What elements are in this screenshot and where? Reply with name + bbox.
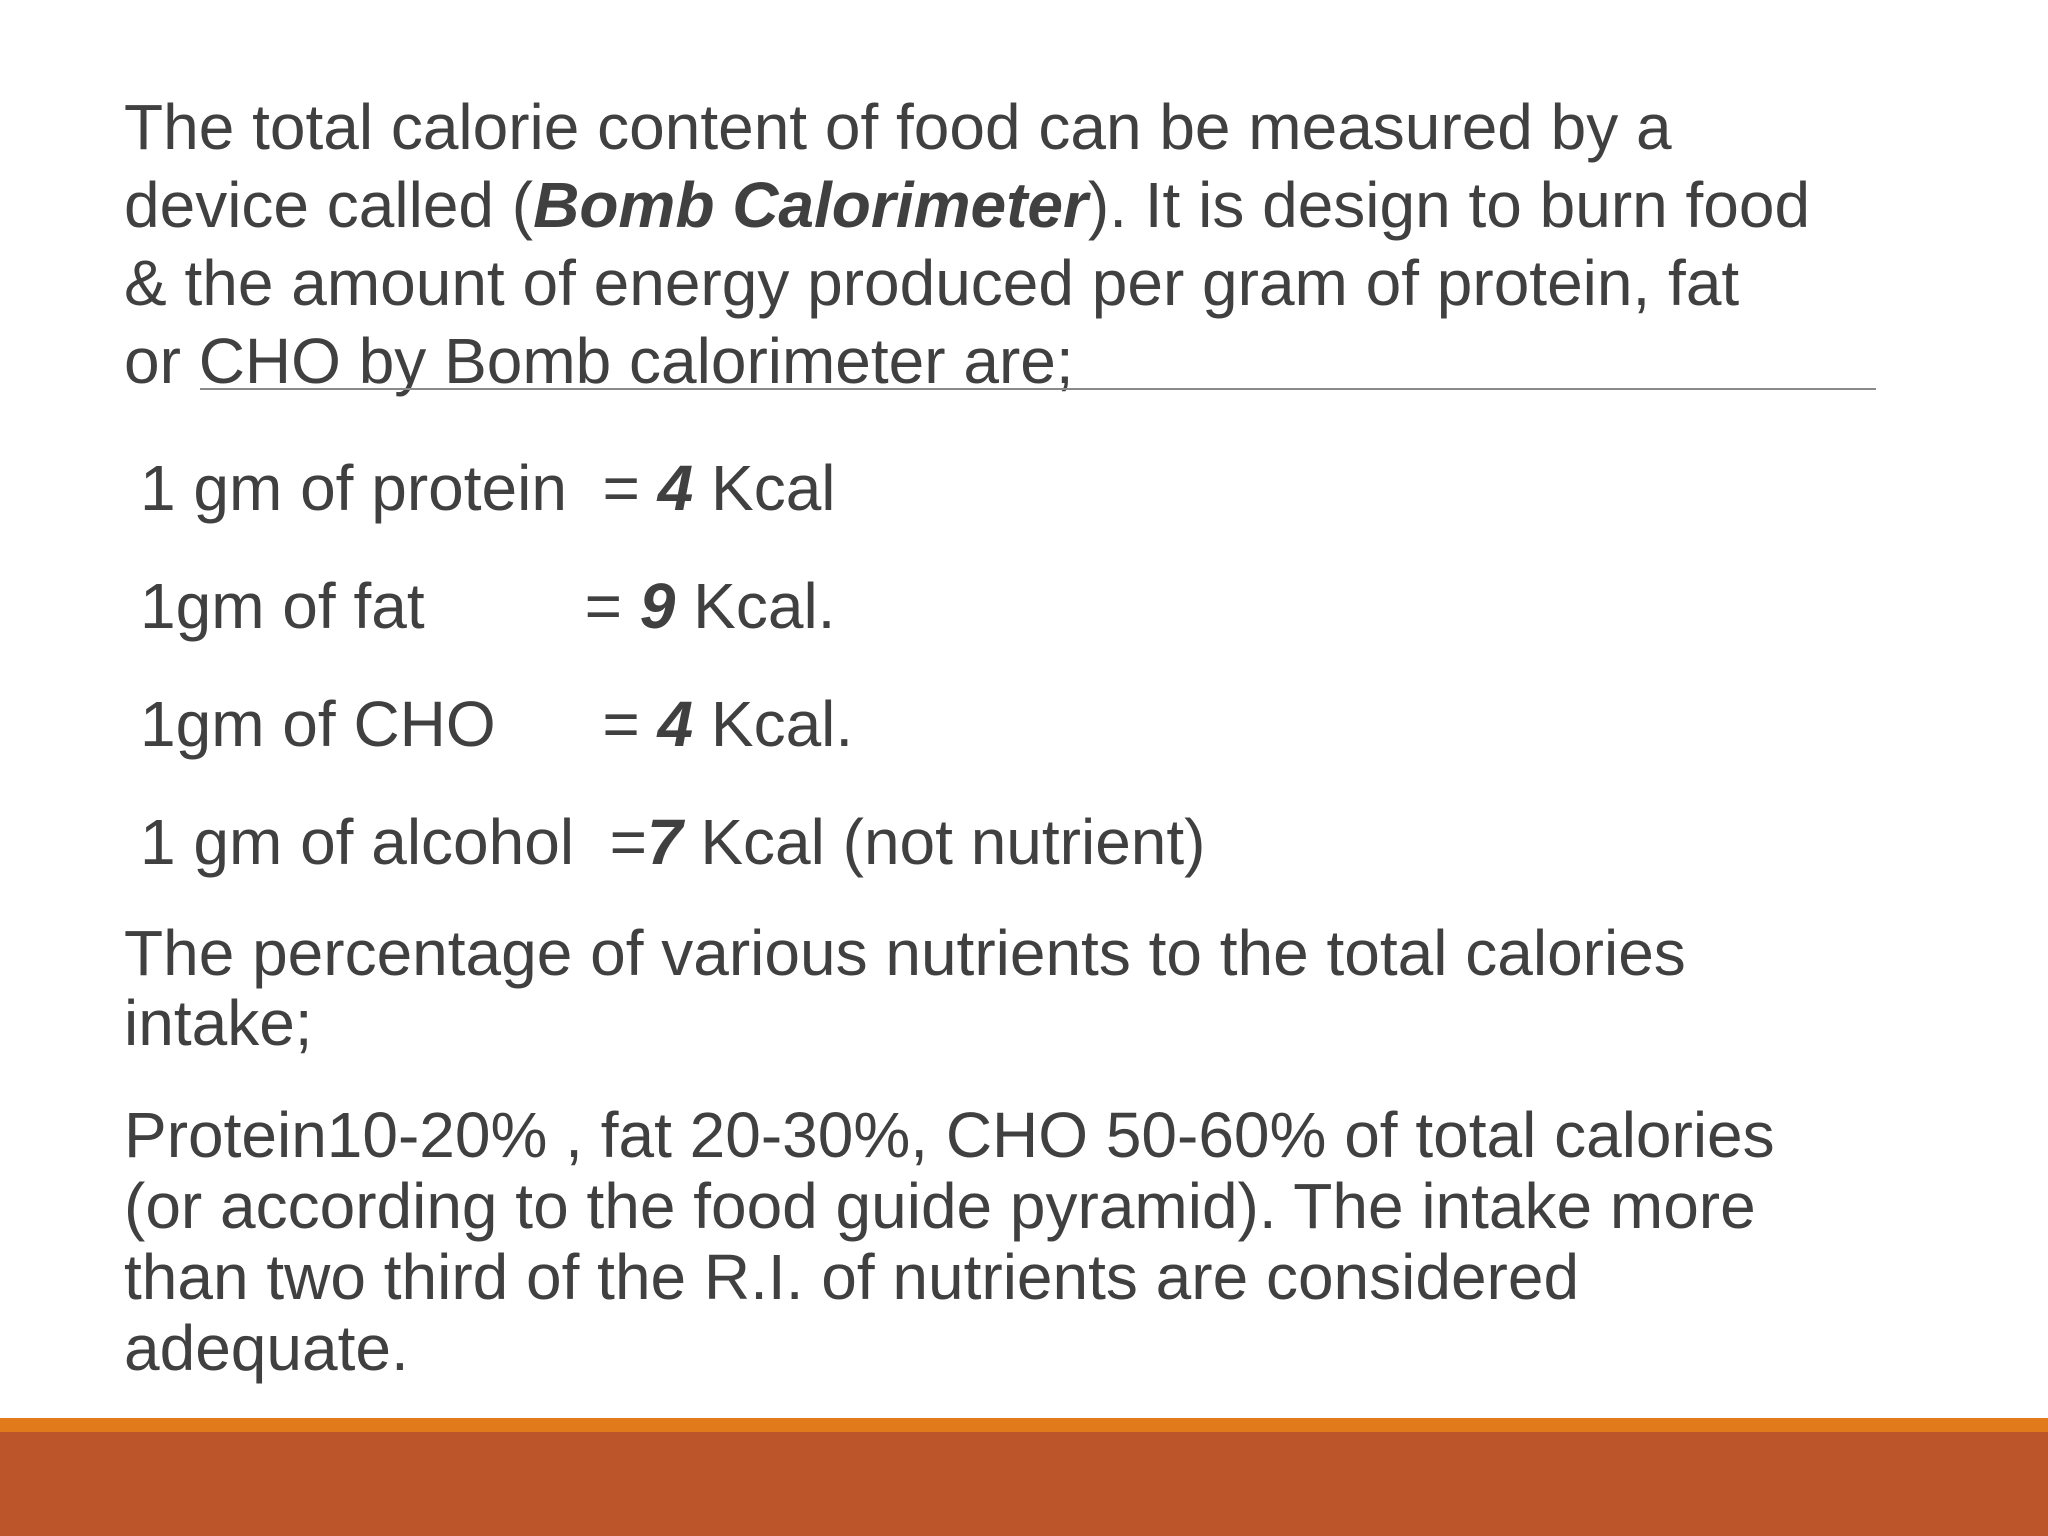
energy-item-cho: 1gm of CHO = 4 Kcal.	[140, 688, 854, 760]
recommendation-line-4: adequate.	[124, 1312, 409, 1384]
energy-value: 9	[639, 570, 676, 642]
slide-content: The total calorie content of food can be…	[124, 88, 1904, 400]
percentage-line-2: intake;	[124, 987, 313, 1059]
footer-accent-stripe	[0, 1418, 2048, 1432]
energy-value: 4	[657, 688, 694, 760]
recommendation-line-3: than two third of the R.I. of nutrients …	[124, 1241, 1580, 1313]
recommendation-paragraph: Protein10-20% , fat 20-30%, CHO 50-60% o…	[124, 1100, 1775, 1384]
percentage-line-1: The percentage of various nutrients to t…	[124, 917, 1686, 989]
energy-value-list: 1 gm of protein = 4 Kcal 1gm of fat = 9 …	[140, 448, 1205, 920]
energy-item-alcohol: 1 gm of alcohol =7 Kcal (not nutrient)	[140, 806, 1206, 878]
energy-item-fat: 1gm of fat = 9 Kcal.	[140, 570, 836, 642]
intro-line-2: device called (Bomb Calorimeter). It is …	[124, 169, 1811, 241]
intro-line-1: The total calorie content of food can be…	[124, 91, 1672, 163]
energy-value: 4	[657, 452, 694, 524]
recommendation-line-1: Protein10-20% , fat 20-30%, CHO 50-60% o…	[124, 1099, 1775, 1171]
intro-line-4: or CHO by Bomb calorimeter are;	[124, 325, 1074, 397]
intro-paragraph: The total calorie content of food can be…	[124, 88, 1904, 400]
percentage-paragraph: The percentage of various nutrients to t…	[124, 918, 1686, 1058]
bomb-calorimeter-term: Bomb Calorimeter	[533, 169, 1088, 241]
recommendation-line-2: (or according to the food guide pyramid)…	[124, 1170, 1756, 1242]
energy-item-protein: 1 gm of protein = 4 Kcal	[140, 452, 836, 524]
footer-band	[0, 1432, 2048, 1536]
energy-value: 7	[646, 806, 683, 878]
underline-divider	[200, 388, 1876, 390]
intro-line-3: & the amount of energy produced per gram…	[124, 247, 1740, 319]
